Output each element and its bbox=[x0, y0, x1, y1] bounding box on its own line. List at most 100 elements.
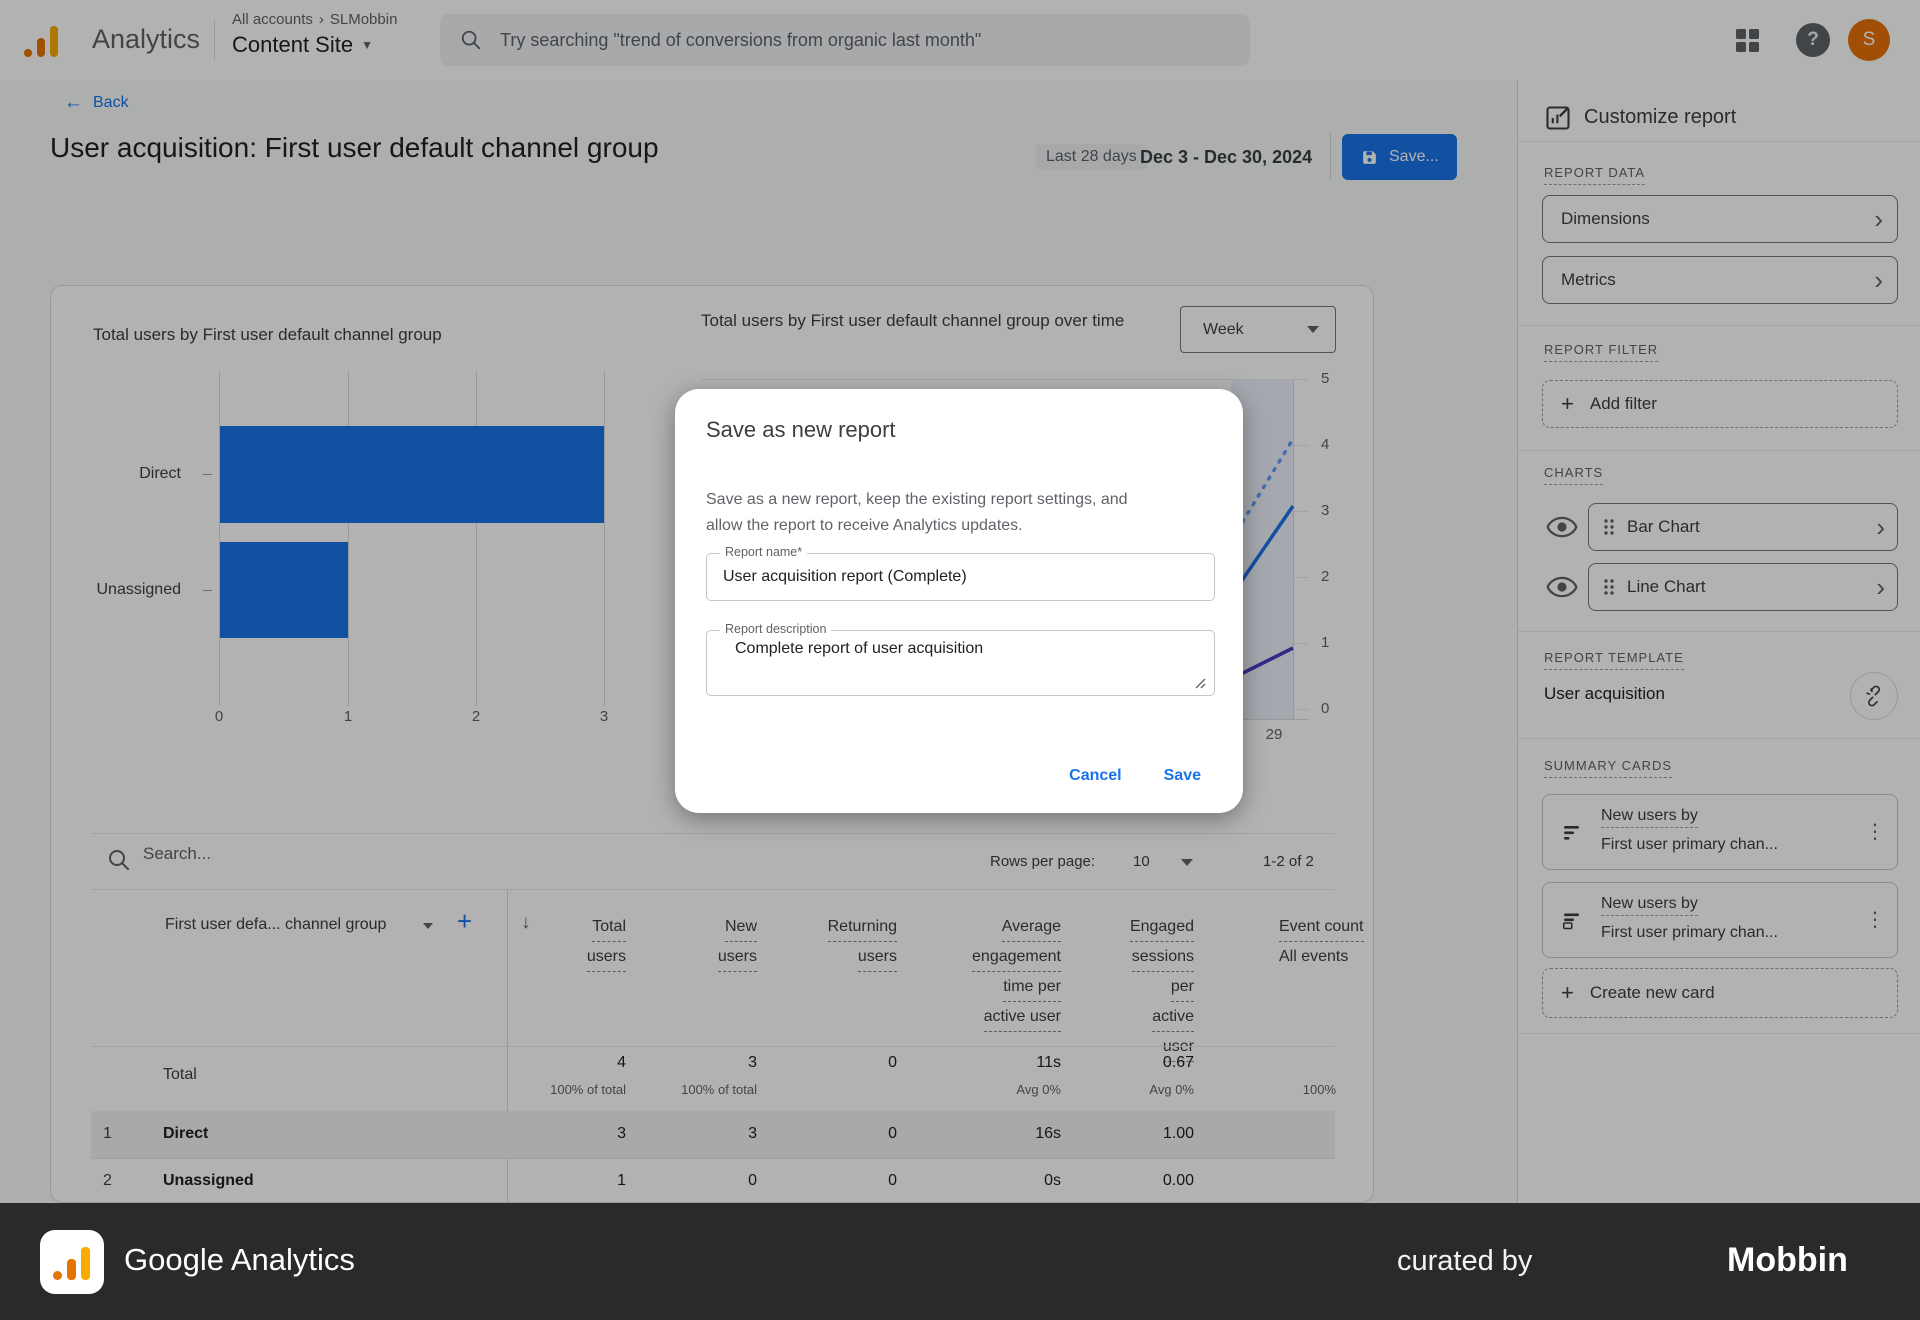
chevron-right-icon: › bbox=[1876, 512, 1885, 542]
dimensions-button[interactable]: Dimensions › bbox=[1542, 195, 1898, 243]
total-cell: 4 bbox=[617, 1054, 626, 1071]
table-divider bbox=[91, 1046, 1335, 1047]
drag-handle-icon[interactable] bbox=[1603, 518, 1615, 536]
row-cell: 0 bbox=[888, 1125, 897, 1142]
footer-brand: Google Analytics bbox=[124, 1242, 355, 1277]
drag-handle-icon[interactable] bbox=[1603, 578, 1615, 596]
bar-unassigned[interactable] bbox=[220, 542, 348, 638]
cancel-button[interactable]: Cancel bbox=[1053, 757, 1137, 795]
column-header-new-users[interactable]: New users bbox=[717, 914, 757, 974]
column-header-line: Event count bbox=[1279, 914, 1364, 942]
add-dimension-icon[interactable]: + bbox=[457, 906, 473, 936]
report-description-input[interactable]: Complete report of user acquisition bbox=[707, 631, 1214, 695]
column-header-engaged-sessions[interactable]: Engaged sessions per active user bbox=[1129, 914, 1194, 1064]
metrics-button[interactable]: Metrics › bbox=[1542, 256, 1898, 304]
kebab-menu-icon[interactable]: ⋮ bbox=[1865, 909, 1885, 931]
summary-card-title: New users by bbox=[1601, 807, 1698, 828]
rows-per-page-value[interactable]: 10 bbox=[1133, 853, 1150, 870]
table-search-input[interactable] bbox=[143, 844, 463, 864]
bar-x-tick: 0 bbox=[214, 708, 224, 725]
global-search-input[interactable] bbox=[500, 29, 1220, 51]
bar-direct[interactable] bbox=[220, 426, 604, 523]
column-header-avg-engagement[interactable]: Average engagement time per active user bbox=[972, 914, 1061, 1034]
dialog-body: Save as a new report, keep the existing … bbox=[706, 487, 1218, 539]
kebab-menu-icon[interactable]: ⋮ bbox=[1865, 821, 1885, 843]
chevron-right-icon: › bbox=[318, 11, 324, 28]
report-name-field: Report name* bbox=[706, 545, 1215, 601]
bar-gridline bbox=[348, 371, 349, 706]
column-header-returning-users[interactable]: Returning users bbox=[827, 914, 897, 974]
summary-card-subtitle: First user primary chan... bbox=[1601, 836, 1778, 853]
event-filter-label[interactable]: All events bbox=[1279, 948, 1349, 965]
unlink-icon bbox=[1866, 685, 1880, 707]
line-y-tick: 1 bbox=[1321, 634, 1330, 651]
total-subcell: 100% of total bbox=[681, 1082, 757, 1097]
column-header-line: Average bbox=[1001, 914, 1061, 942]
rows-per-page-label: Rows per page: bbox=[990, 853, 1096, 870]
property-name: Content Site bbox=[232, 32, 354, 57]
column-header-line: users bbox=[717, 944, 757, 972]
date-preset[interactable]: Last 28 days bbox=[1036, 144, 1147, 170]
back-label: Back bbox=[93, 94, 129, 111]
axis-tick bbox=[203, 474, 212, 475]
bar-gridline bbox=[604, 371, 605, 706]
app-header: Analytics All accounts › SLMobbin Content … bbox=[0, 0, 1920, 80]
dialog-body-line: Save as a new report, keep the existing … bbox=[706, 491, 1128, 508]
help-icon[interactable]: ? bbox=[1796, 23, 1830, 57]
rows-per-page-chevron-icon[interactable] bbox=[1181, 859, 1193, 866]
save-report-button[interactable]: Save... bbox=[1342, 134, 1457, 180]
summary-card[interactable]: New users by First user primary chan... … bbox=[1542, 882, 1898, 958]
unlink-template-button[interactable] bbox=[1850, 672, 1898, 720]
app-window: Analytics All accounts › SLMobbin Content … bbox=[0, 0, 1920, 1203]
add-filter-button[interactable]: + Add filter bbox=[1542, 380, 1898, 428]
visibility-eye-icon[interactable] bbox=[1546, 575, 1578, 599]
interval-select[interactable]: Week bbox=[1180, 306, 1336, 353]
breadcrumb[interactable]: All accounts › SLMobbin bbox=[232, 11, 397, 28]
table-row[interactable] bbox=[91, 1111, 1335, 1158]
table-divider bbox=[91, 889, 1335, 890]
section-label-report-filter: REPORT FILTER bbox=[1544, 342, 1659, 362]
template-name: User acquisition bbox=[1544, 684, 1665, 703]
line-chart-card[interactable]: Line Chart › bbox=[1588, 563, 1898, 611]
dialog-body-line: allow the report to receive Analytics up… bbox=[706, 517, 1023, 534]
report-description-label: Report description bbox=[720, 622, 832, 636]
sort-descending-icon[interactable]: ↓ bbox=[521, 912, 531, 933]
analytics-logo-icon bbox=[24, 23, 60, 57]
panel-divider bbox=[1518, 631, 1920, 632]
section-label-report-template: REPORT TEMPLATE bbox=[1544, 650, 1684, 670]
dialog-save-button[interactable]: Save bbox=[1148, 757, 1217, 795]
line-y-tick: 4 bbox=[1321, 436, 1330, 453]
row-channel[interactable]: Direct bbox=[163, 1125, 209, 1142]
summary-card[interactable]: New users by First user primary chan... … bbox=[1542, 794, 1898, 870]
dimension-header[interactable]: First user defa... channel group bbox=[165, 916, 387, 933]
total-subcell: Avg 0% bbox=[1016, 1082, 1061, 1097]
dimension-chevron-icon[interactable] bbox=[423, 923, 433, 929]
plus-icon: + bbox=[1561, 391, 1574, 416]
bar-gridline bbox=[219, 371, 220, 706]
dialog-actions: Cancel Save bbox=[1053, 757, 1217, 795]
column-header-total-users[interactable]: Total users bbox=[586, 914, 626, 974]
row-channel[interactable]: Unassigned bbox=[163, 1172, 254, 1189]
apps-grid-icon[interactable] bbox=[1736, 29, 1759, 52]
create-new-card-button[interactable]: + Create new card bbox=[1542, 968, 1898, 1018]
row-cell: 0s bbox=[1044, 1172, 1061, 1189]
breadcrumb-account[interactable]: All accounts bbox=[232, 11, 313, 28]
save-as-new-report-dialog: Save as new report Save as a new report,… bbox=[675, 389, 1243, 813]
global-search[interactable] bbox=[440, 14, 1250, 66]
column-header-line: New bbox=[724, 914, 757, 942]
property-selector[interactable]: Content Site ▼ bbox=[232, 32, 373, 58]
footer: Google Analytics curated by Mobbin bbox=[0, 1203, 1920, 1320]
row-cell: 0 bbox=[888, 1172, 897, 1189]
visibility-eye-icon[interactable] bbox=[1546, 515, 1578, 539]
avatar[interactable]: S bbox=[1848, 19, 1890, 61]
column-header-event-count[interactable]: Event count All events bbox=[1279, 914, 1364, 972]
bar-chart-title: Total users by First user default channe… bbox=[93, 325, 442, 344]
column-header-line: Total bbox=[592, 914, 626, 942]
breadcrumb-property[interactable]: SLMobbin bbox=[329, 11, 398, 28]
date-range[interactable]: Dec 3 - Dec 30, 2024 bbox=[1140, 147, 1313, 167]
search-icon bbox=[461, 30, 481, 50]
report-name-input[interactable] bbox=[707, 554, 1214, 600]
bar-chart-card[interactable]: Bar Chart › bbox=[1588, 503, 1898, 551]
report-name-label: Report name* bbox=[720, 545, 808, 559]
back-button[interactable]: ← Back bbox=[64, 92, 129, 114]
